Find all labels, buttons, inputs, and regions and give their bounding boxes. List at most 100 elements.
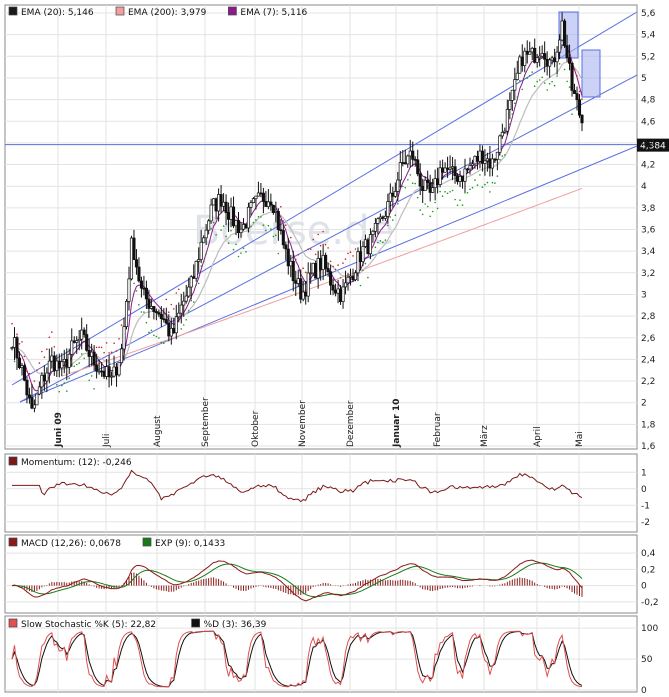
candle-body — [197, 259, 201, 262]
sar-dot — [543, 82, 546, 84]
candle-body — [371, 230, 375, 235]
candle-body — [314, 262, 318, 279]
candle-body — [500, 131, 504, 137]
macd-panel — [4, 534, 638, 614]
candle-body — [376, 218, 380, 224]
sar-dot — [528, 74, 531, 77]
sar-dot — [469, 188, 471, 191]
candle-body — [515, 72, 519, 80]
sar-dot — [519, 80, 521, 82]
sar-dot — [479, 174, 481, 176]
candle-body — [403, 162, 407, 165]
main-y-tick-label: 3 — [641, 290, 647, 300]
sar-dot — [466, 192, 469, 194]
candle-body — [157, 312, 161, 315]
sar-dot — [187, 310, 190, 312]
main-y-tick-label: 3,4 — [641, 247, 656, 257]
candle-body — [264, 201, 268, 207]
sar-dot — [531, 71, 533, 73]
sar-dot — [100, 346, 103, 349]
candle-body — [383, 215, 387, 219]
main-y-tick-label: 4 — [641, 182, 647, 192]
candle-body — [90, 351, 94, 357]
candle-body — [187, 286, 191, 297]
candle-body — [92, 351, 96, 366]
candle-body — [20, 365, 24, 368]
candle-body — [42, 374, 46, 382]
candle-body — [30, 397, 34, 409]
sar-dot — [379, 240, 382, 242]
sar-dot — [402, 185, 404, 188]
candle-body — [189, 276, 193, 288]
sar-dot — [347, 252, 349, 255]
candle-body — [254, 195, 258, 200]
sar-dot — [548, 83, 551, 85]
sar-dot — [486, 181, 489, 184]
sar-dot — [451, 189, 454, 192]
sar-dot — [13, 360, 16, 363]
candle-body — [306, 272, 310, 297]
candle-body — [478, 150, 482, 162]
candle-body — [533, 47, 537, 63]
sar-dot — [319, 244, 322, 247]
macd-y-tick-label: 0 — [641, 582, 647, 592]
sar-dot — [262, 224, 265, 226]
candle-body — [32, 404, 36, 409]
candle-body — [57, 360, 61, 369]
candle-body — [184, 295, 188, 302]
sar-dot — [392, 219, 394, 221]
candle-body — [12, 337, 17, 348]
sar-dot — [304, 271, 307, 274]
candle-body — [401, 162, 405, 164]
macd-line — [11, 559, 583, 602]
sar-dot — [237, 255, 240, 258]
sar-dot — [459, 199, 461, 201]
main-y-tick-label: 4,4 — [641, 139, 656, 149]
candle-body — [112, 366, 116, 377]
sar-dot — [11, 322, 13, 325]
sar-dot — [484, 183, 486, 186]
candle-body — [488, 158, 492, 169]
candle-body — [418, 173, 422, 187]
sar-dot — [160, 341, 163, 344]
main-y-tick-label: 5,6 — [641, 9, 656, 19]
candle-body — [453, 166, 457, 177]
sar-dot — [26, 370, 28, 372]
candle-body — [222, 201, 226, 207]
sar-dot — [195, 284, 197, 287]
candle-body — [346, 276, 350, 284]
sar-dot — [58, 390, 61, 393]
month-label: September — [201, 397, 211, 447]
sar-dot — [364, 262, 367, 265]
candle-body — [154, 311, 158, 313]
sar-dot — [471, 186, 474, 189]
candle-body — [132, 237, 136, 260]
candle-body — [289, 261, 293, 267]
candle-body — [35, 393, 39, 406]
candle-body — [266, 201, 270, 207]
sar-dot — [48, 336, 51, 339]
candle-body — [162, 318, 166, 321]
sar-dot — [464, 192, 466, 194]
sar-dot — [558, 63, 561, 65]
candle-body — [209, 204, 213, 222]
macd-y-tick-label: -0,2 — [641, 598, 659, 608]
sar-dot — [215, 234, 217, 236]
main-y-tick-label: 4,6 — [641, 117, 656, 127]
sar-dot — [568, 86, 571, 88]
candle-body — [433, 178, 437, 188]
candle-body — [548, 59, 552, 67]
candle-body — [540, 53, 544, 57]
sar-dot — [309, 248, 312, 250]
sar-dot — [411, 182, 414, 184]
sar-dot — [359, 284, 362, 287]
candle-body — [276, 211, 280, 231]
sar-dot — [95, 346, 98, 349]
sar-dot — [18, 343, 21, 345]
candle-body — [95, 364, 99, 372]
candle-body — [40, 374, 44, 388]
sar-dot — [456, 204, 459, 207]
candle-body — [60, 361, 64, 369]
sar-dot — [140, 311, 143, 313]
trend-line — [11, 11, 638, 386]
